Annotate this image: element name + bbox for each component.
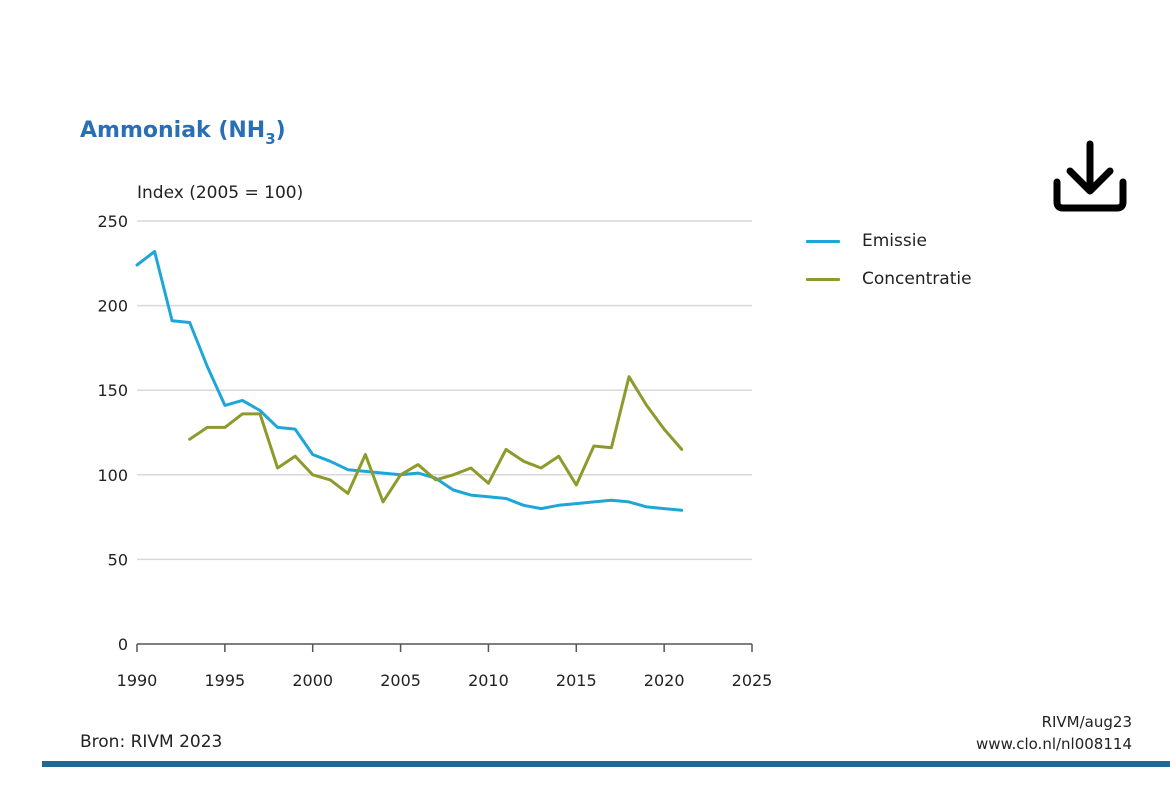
x-axis: [136, 643, 753, 652]
legend-item-concentratie: Concentratie: [806, 260, 972, 298]
y-tick-label-250: 250: [97, 212, 128, 231]
series-line-emissie: [135, 250, 684, 512]
y-axis-label: Index (2005 = 100): [137, 183, 304, 203]
x-tick-label-2010: 2010: [468, 671, 509, 690]
legend-swatch-concentratie: [806, 277, 840, 281]
y-axis-ticks: 0 50 100 150 200 250: [97, 212, 128, 654]
download-button[interactable]: [1050, 138, 1130, 214]
credit-url[interactable]: www.clo.nl/nl008114: [976, 735, 1132, 753]
source-note: Bron: RIVM 2023: [80, 732, 223, 752]
bottom-rule: [42, 761, 1170, 767]
x-tick-label-2000: 2000: [292, 671, 333, 690]
credit-block: RIVM/aug23 www.clo.nl/nl008114: [976, 711, 1132, 755]
chart-title: Ammoniak (NH3): [80, 118, 286, 148]
legend-label-emissie: Emissie: [862, 231, 927, 251]
y-tick-label-50: 50: [108, 550, 128, 569]
x-tick-label-1995: 1995: [204, 671, 245, 690]
download-icon: [1053, 140, 1127, 212]
y-tick-label-100: 100: [97, 466, 128, 485]
legend-swatch-emissie: [806, 239, 840, 243]
credit-date: RIVM/aug23: [1041, 713, 1132, 731]
legend-item-emissie: Emissie: [806, 222, 972, 260]
x-tick-label-1990: 1990: [117, 671, 158, 690]
chart-title-subscript: 3: [265, 130, 276, 148]
legend: Emissie Concentratie: [806, 222, 972, 298]
y-tick-label-200: 200: [97, 297, 128, 316]
y-tick-label-0: 0: [118, 635, 128, 654]
x-axis-ticks: 1990 1995 2000 2005 2010 2015 2020 2025: [117, 671, 773, 690]
y-tick-label-150: 150: [97, 381, 128, 400]
x-tick-label-2020: 2020: [644, 671, 685, 690]
chart-title-end: ): [275, 118, 286, 143]
series-lines: [135, 250, 684, 512]
series-line-concentratie: [188, 375, 684, 504]
legend-label-concentratie: Concentratie: [862, 269, 972, 289]
x-tick-label-2025: 2025: [732, 671, 773, 690]
chart-title-main: Ammoniak (NH: [80, 118, 266, 143]
x-tick-label-2015: 2015: [556, 671, 597, 690]
x-tick-label-2005: 2005: [380, 671, 421, 690]
grid-lines: [137, 220, 752, 561]
